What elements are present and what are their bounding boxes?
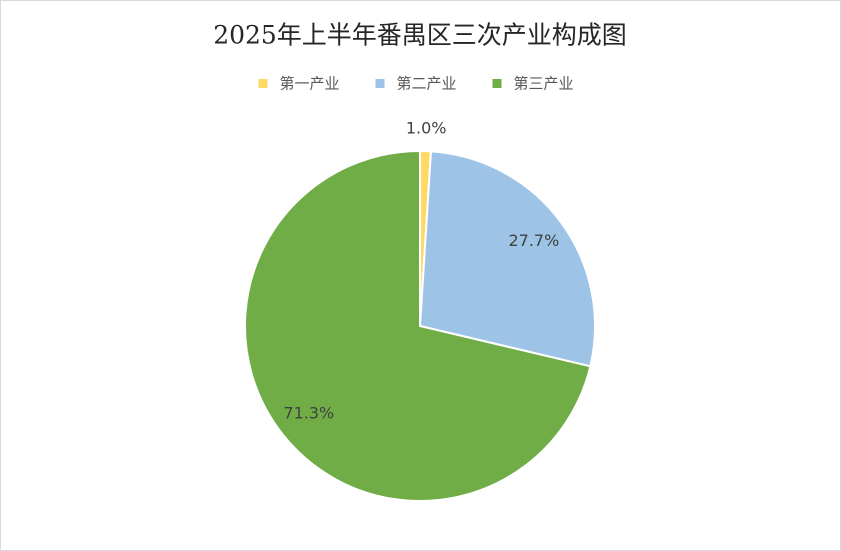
data-label: 27.7% xyxy=(508,231,559,250)
legend: 第一产业 第二产业 第三产业 xyxy=(258,75,574,93)
legend-marker xyxy=(258,79,268,88)
pie-slice xyxy=(244,149,592,502)
data-label: 1.0% xyxy=(406,119,447,138)
legend-marker xyxy=(492,79,502,88)
legend-label: 第三产业 xyxy=(514,75,574,93)
plot-area: 1.0% 27.7% 71.3% xyxy=(244,119,596,502)
data-label: 71.3% xyxy=(283,403,334,422)
legend-marker xyxy=(375,79,385,88)
legend-label: 第一产业 xyxy=(280,75,340,93)
chart-title: 2025年上半年番禺区三次产业构成图 xyxy=(213,21,627,50)
legend-label: 第二产业 xyxy=(397,75,457,93)
pie-slice xyxy=(418,150,596,368)
